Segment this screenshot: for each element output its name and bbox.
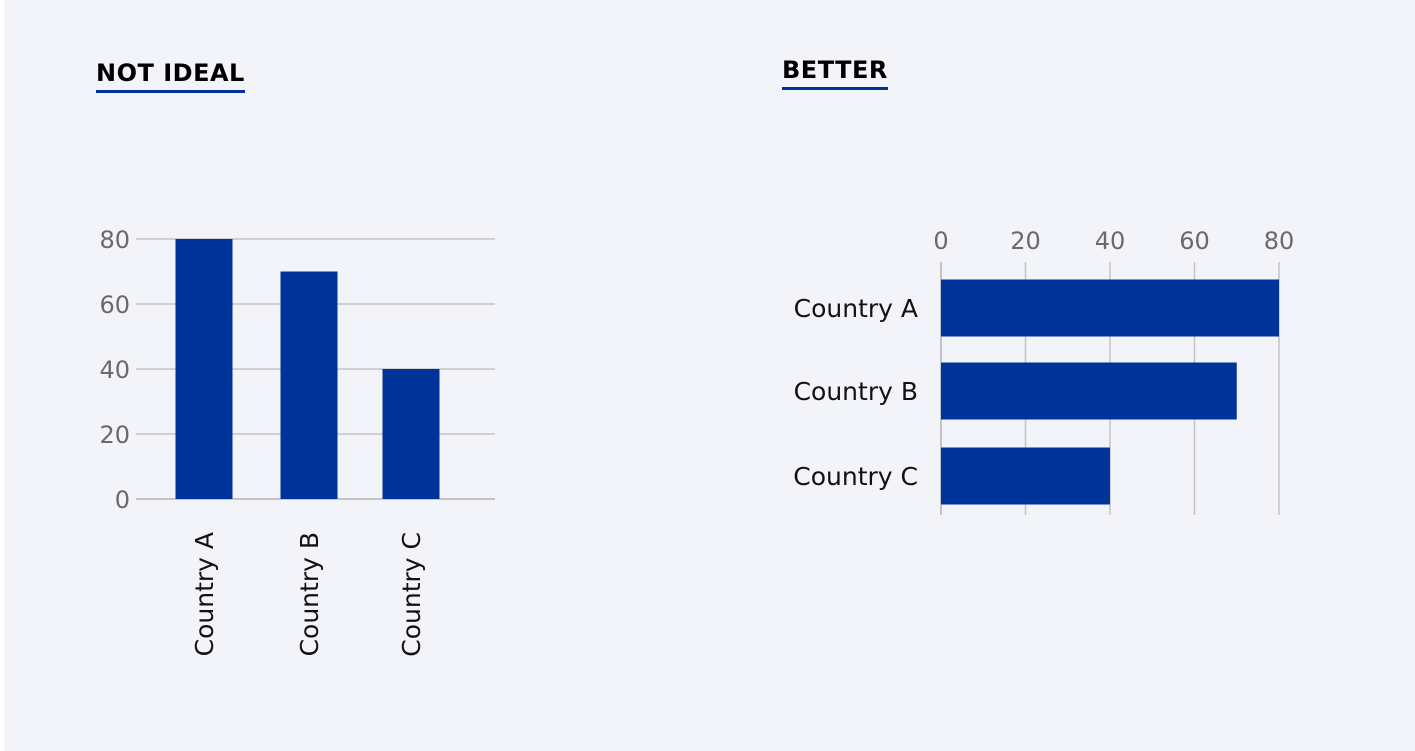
figure-canvas: NOT IDEAL BETTER 0 20 40 60 80 Country A Count… <box>4 0 1415 751</box>
y-tick-label: 0 <box>115 486 130 514</box>
bar <box>175 239 233 499</box>
x-tick-label: 40 <box>1095 227 1126 255</box>
bar <box>280 271 338 499</box>
y-tick-label: 40 <box>99 356 130 384</box>
category-label: Country C <box>397 532 426 657</box>
x-tick-label: 80 <box>1264 227 1295 255</box>
y-tick-label: 80 <box>99 226 130 254</box>
x-tick-label: 60 <box>1179 227 1210 255</box>
panel-title-better: BETTER <box>782 56 888 90</box>
bar <box>941 362 1237 420</box>
vertical-bar-chart: 0 20 40 60 80 Country A Country B Country C <box>99 226 495 657</box>
y-tick-label: 20 <box>99 421 130 449</box>
horizontal-bar-chart: 0 20 40 60 80 Country A Country B Country C <box>793 227 1295 515</box>
category-label: Country A <box>190 532 219 656</box>
category-label: Country A <box>794 294 918 323</box>
category-label: Country B <box>295 532 324 656</box>
bar <box>941 279 1279 337</box>
category-label: Country B <box>794 377 918 406</box>
bar <box>382 369 440 499</box>
y-tick-label: 60 <box>99 291 130 319</box>
x-tick-label: 20 <box>1010 227 1041 255</box>
category-label: Country C <box>793 462 918 491</box>
x-tick-label: 0 <box>933 227 948 255</box>
panel-title-not-ideal: NOT IDEAL <box>96 59 245 93</box>
bar <box>941 447 1110 505</box>
